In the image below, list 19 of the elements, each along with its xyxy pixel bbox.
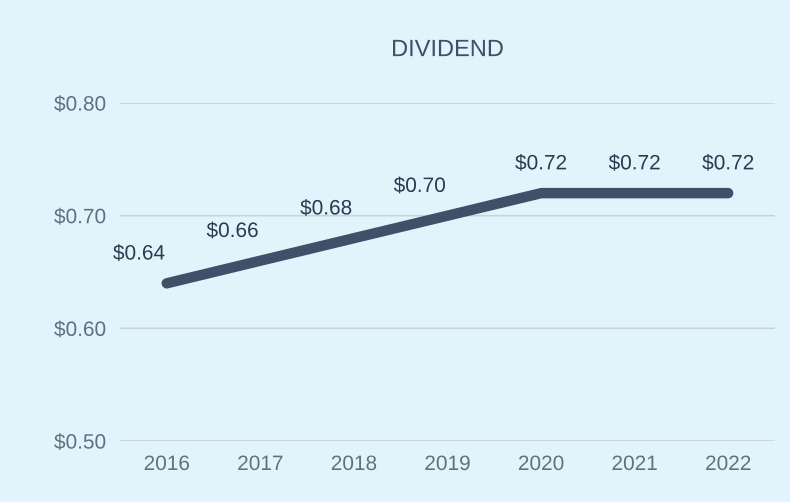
chart-title: DIVIDEND <box>393 40 503 56</box>
text: $0.72 <box>702 154 754 171</box>
x-tick-label: 2022 <box>706 455 750 470</box>
text: $0.70 <box>394 176 445 194</box>
x-tick-label: 2018 <box>332 455 376 470</box>
text: $0.66 <box>206 222 258 238</box>
text: $0.64 <box>113 244 164 261</box>
x-tick-label: 2021 <box>612 455 657 470</box>
x-tick-label: 2016 <box>144 455 190 470</box>
x-tick-label: 2020 <box>518 455 564 470</box>
y-tick-label: $0.50 <box>54 433 106 450</box>
y-tick-label: $0.60 <box>54 320 106 338</box>
y-tick-label: $0.80 <box>54 95 106 112</box>
text: $0.68 <box>300 199 352 216</box>
y-tick-label: $0.70 <box>54 208 106 225</box>
x-tick-label: 2019 <box>425 455 470 470</box>
x-tick-label: 2017 <box>238 455 282 470</box>
text: $0.72 <box>515 154 566 171</box>
text: $0.72 <box>608 154 660 171</box>
